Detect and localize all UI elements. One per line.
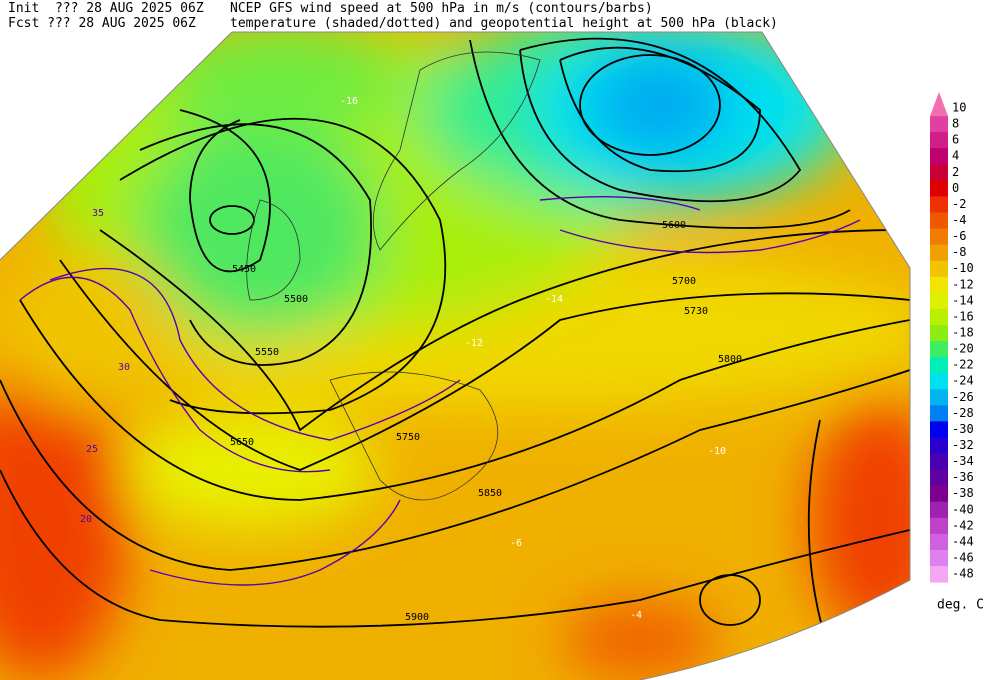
- wind-labels: 20 25 30 35: [80, 208, 130, 525]
- init-label: Init ??? 28 AUG 2025 06Z: [8, 1, 204, 16]
- height-labels: 5450 5500 5550 5600 5650 5700 5730 5750 …: [230, 220, 742, 623]
- colorbar-label: -48: [952, 567, 974, 581]
- title-line-2: temperature (shaded/dotted) and geopoten…: [230, 16, 778, 31]
- colorbar-swatch: [930, 164, 948, 181]
- colorbar-label: -16: [952, 309, 974, 323]
- height-label: 5850: [478, 488, 502, 499]
- colorbar-arrow: [930, 92, 948, 117]
- colorbar-label: -36: [952, 470, 974, 484]
- temp-label: -14: [545, 294, 563, 305]
- fcst-label: Fcst ??? 28 AUG 2025 06Z: [8, 16, 196, 31]
- colorbar-label: -30: [952, 422, 974, 436]
- colorbar-swatch: [930, 405, 948, 422]
- height-label: 5800: [718, 354, 742, 365]
- height-label: 5730: [684, 306, 708, 317]
- temp-label: -6: [510, 538, 522, 549]
- colorbar-label: -38: [952, 486, 974, 500]
- wind-label: 35: [92, 208, 104, 219]
- colorbar-label: -12: [952, 277, 974, 291]
- colorbar-label: -24: [952, 374, 974, 388]
- colorbar-swatch: [930, 276, 948, 294]
- height-label: 5750: [396, 432, 420, 443]
- colorbar-swatch: [930, 228, 948, 246]
- colorbar-swatch: [930, 469, 948, 487]
- colorbar-swatch: [930, 260, 948, 278]
- colorbar-label: -18: [952, 325, 974, 339]
- colorbar-label: 8: [952, 117, 959, 131]
- colorbar-swatch: [930, 292, 948, 310]
- colorbar-swatch: [930, 308, 948, 326]
- colorbar-swatch: [930, 453, 948, 471]
- colorbar-label: -10: [952, 261, 974, 275]
- colorbar-swatch: [930, 196, 948, 213]
- colorbar-swatch: [930, 485, 948, 503]
- colorbar-label: -46: [952, 550, 974, 564]
- height-label: 5900: [405, 612, 429, 623]
- colorbar-label: -28: [952, 406, 974, 420]
- colorbar-swatch: [930, 341, 948, 358]
- colorbar-swatch: [930, 533, 948, 551]
- temp-label: -4: [630, 610, 642, 621]
- colorbar-swatch: [930, 132, 948, 149]
- colorbar-swatch: [930, 116, 948, 133]
- colorbar-label: -14: [952, 293, 974, 307]
- colorbar-label: 2: [952, 165, 959, 179]
- colorbar-label: -6: [952, 229, 966, 243]
- height-label: 5500: [284, 294, 308, 305]
- colorbar-label: 4: [952, 149, 959, 163]
- colorbar-swatch: [930, 148, 948, 165]
- temp-label: -10: [708, 446, 726, 457]
- colorbar-label: -8: [952, 245, 966, 259]
- colorbar-swatch: [930, 566, 948, 583]
- temp-label: -12: [465, 338, 483, 349]
- colorbar-swatch: [930, 389, 948, 406]
- colorbar-label: -20: [952, 342, 974, 356]
- colorbar-unit: deg. C: [937, 598, 984, 613]
- colorbar-label: -4: [952, 213, 966, 227]
- colorbar-label: 6: [952, 133, 959, 147]
- wind-contours: [19, 195, 861, 586]
- height-contours: [0, 37, 910, 680]
- colorbar-label: -34: [952, 454, 974, 468]
- colorbar-label: 0: [952, 181, 959, 195]
- colorbar-label: -26: [952, 390, 974, 404]
- colorbar-swatch: [930, 373, 948, 390]
- colorbar-label: -44: [952, 534, 974, 548]
- colorbar-label: -32: [952, 438, 974, 452]
- temp-label: -16: [340, 96, 358, 107]
- height-label: 5700: [672, 276, 696, 287]
- colorbar-label: 10: [952, 101, 966, 115]
- colorbar-swatch: [930, 244, 948, 262]
- height-label: 5550: [255, 347, 279, 358]
- colorbar-swatch: [930, 357, 948, 374]
- colorbar-swatch: [930, 517, 948, 535]
- wind-label: 30: [118, 362, 130, 373]
- colorbar-swatch: [930, 180, 948, 197]
- colorbar-swatch: [930, 549, 948, 567]
- title-line-1: NCEP GFS wind speed at 500 hPa in m/s (c…: [230, 1, 653, 16]
- colorbar-label: -2: [952, 197, 966, 211]
- wind-label: 20: [80, 514, 92, 525]
- temp-labels: -16 -14 -12 -10 -6 -4: [340, 96, 726, 621]
- coastline: [372, 51, 541, 251]
- height-label: 5600: [662, 220, 686, 231]
- colorbar-swatch: [930, 212, 948, 230]
- colorbar-swatch: [930, 501, 948, 519]
- coastline: [246, 199, 499, 501]
- height-label: 5450: [232, 264, 256, 275]
- colorbar: 10 8 6 4 2 0 -2 -4 -6 -8 -10 -12 -14 -16 -18 -20 -22 -24 -…: [930, 92, 974, 583]
- colorbar-swatch: [930, 437, 948, 455]
- map-border: [0, 31, 911, 680]
- wind-label: 25: [86, 444, 98, 455]
- height-label: 5650: [230, 437, 254, 448]
- colorbar-swatch: [930, 421, 948, 438]
- colorbar-label: -22: [952, 358, 974, 372]
- colorbar-label: -42: [952, 518, 974, 532]
- colorbar-label: -40: [952, 502, 974, 516]
- colorbar-swatch: [930, 324, 948, 342]
